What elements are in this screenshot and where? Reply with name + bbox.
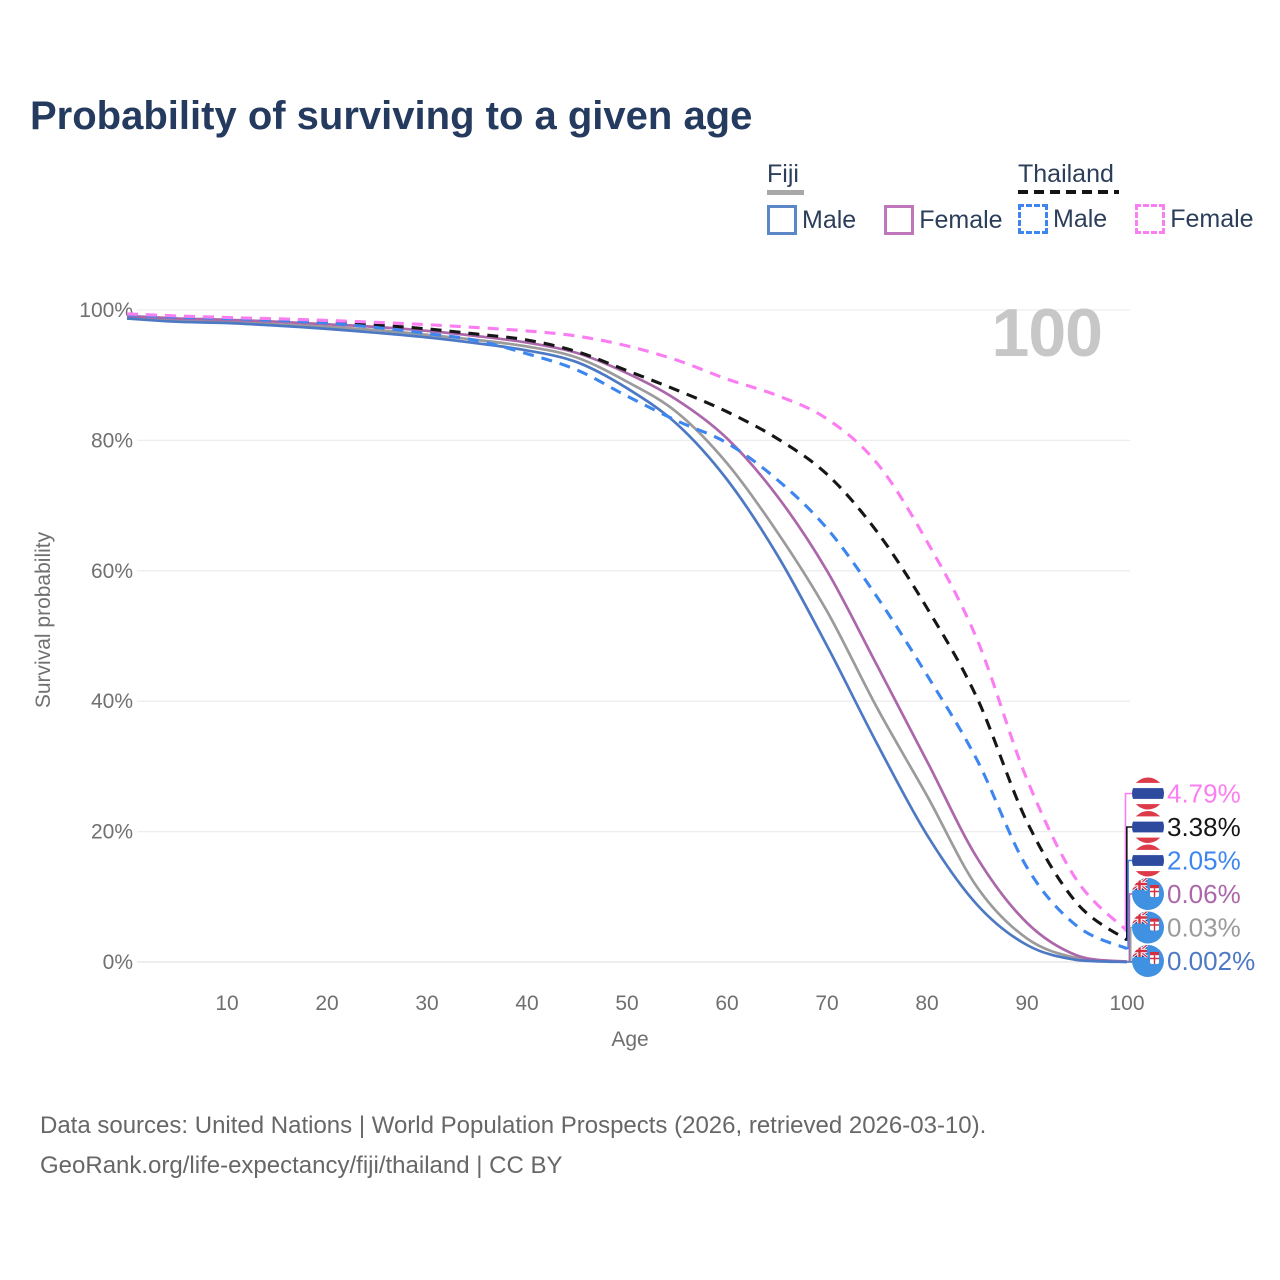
legend-thailand-row: Male Female bbox=[1018, 204, 1254, 234]
y-tick-label-20: 20% bbox=[91, 821, 133, 844]
x-tick-label-50: 50 bbox=[615, 992, 638, 1015]
age-counter-watermark: 100 bbox=[991, 295, 1103, 371]
curve-fiji-all bbox=[126, 315, 1128, 964]
legend-label-fiji-female[interactable]: Female bbox=[919, 205, 1003, 234]
flag-red-stripe-top bbox=[1132, 811, 1164, 817]
y-tick-label-0: 0% bbox=[103, 951, 133, 974]
flag-red-stripe-top bbox=[1132, 844, 1164, 850]
legend-thailand-underline-swatch bbox=[1018, 190, 1119, 194]
legend-swatch-thailand-female[interactable] bbox=[1135, 204, 1166, 234]
flag-shield-chief bbox=[1150, 918, 1159, 922]
legend-label-thailand-male[interactable]: Male bbox=[1053, 204, 1108, 233]
end-label-leader-fiji-male bbox=[1126, 961, 1133, 963]
x-tick-label-20: 20 bbox=[315, 992, 338, 1015]
curve-fiji-female bbox=[126, 314, 1128, 963]
curve-thailand-all bbox=[126, 312, 1128, 942]
flag-shield-cross bbox=[1150, 921, 1159, 931]
end-label-value-fiji-all: 0.03% bbox=[1167, 913, 1241, 943]
end-label-value-thailand-female: 4.79% bbox=[1167, 779, 1241, 809]
curve-fiji-male bbox=[126, 317, 1128, 964]
x-axis-title: Age bbox=[611, 1028, 649, 1051]
flag-shield-chief bbox=[1150, 885, 1159, 889]
y-tick-label-60: 60% bbox=[91, 560, 133, 583]
flag-shield-chief bbox=[1150, 952, 1159, 956]
legend-swatch-fiji-female[interactable] bbox=[884, 205, 915, 235]
footer-data-sources: Data sources: United Nations | World Pop… bbox=[40, 1112, 987, 1139]
end-label-value-thailand-all: 3.38% bbox=[1167, 812, 1241, 842]
x-tick-label-10: 10 bbox=[215, 992, 238, 1015]
legend-fiji-title[interactable]: Fiji bbox=[767, 160, 799, 188]
flag-shield-cross bbox=[1150, 888, 1159, 897]
legend-group-thailand: Thailand Male Female bbox=[1018, 160, 1254, 234]
end-label-leader-thailand-male bbox=[1126, 859, 1132, 950]
legend-group-fiji: Fiji Male Female bbox=[767, 160, 1003, 235]
legend-fiji-row: Male Female bbox=[767, 205, 1003, 235]
end-label-value-thailand-male: 2.05% bbox=[1167, 846, 1241, 876]
thailand-flag-icon bbox=[1132, 811, 1164, 843]
x-tick-label-90: 90 bbox=[1015, 992, 1038, 1015]
y-tick-label-80: 80% bbox=[91, 429, 133, 452]
curve-thailand-female bbox=[126, 312, 1129, 932]
x-tick-label-30: 30 bbox=[415, 992, 438, 1015]
thailand-flag-icon bbox=[1132, 844, 1164, 877]
x-tick-label-80: 80 bbox=[915, 992, 938, 1015]
fiji-flag-icon bbox=[1132, 911, 1164, 944]
end-label-leader-thailand-all bbox=[1126, 826, 1132, 941]
flag-shield-cross bbox=[1150, 955, 1159, 964]
x-tick-label-40: 40 bbox=[515, 992, 538, 1015]
legend-swatch-thailand-male[interactable] bbox=[1018, 204, 1048, 234]
end-label-value-fiji-female: 0.06% bbox=[1167, 879, 1241, 909]
footer: Data sources: United Nations | World Pop… bbox=[40, 1106, 986, 1186]
legend-label-fiji-male[interactable]: Male bbox=[802, 205, 857, 234]
thailand-flag-icon bbox=[1132, 777, 1164, 810]
y-tick-label-100: 100% bbox=[79, 299, 133, 322]
end-label-value-fiji-male: 0.002% bbox=[1167, 946, 1255, 976]
y-tick-label-40: 40% bbox=[91, 690, 133, 713]
flag-red-stripe-bottom bbox=[1132, 804, 1164, 810]
y-axis-title: Survival probability bbox=[32, 531, 55, 709]
flag-blue-stripe bbox=[1132, 855, 1164, 866]
flag-blue-stripe bbox=[1132, 788, 1164, 799]
page-title: Probability of surviving to a given age bbox=[30, 94, 753, 138]
flag-red-stripe-bottom bbox=[1132, 871, 1164, 877]
footer-source-link[interactable]: GeoRank.org/life-expectancy/fiji/thailan… bbox=[40, 1152, 563, 1179]
flag-red-stripe-top bbox=[1132, 777, 1164, 783]
legend-label-thailand-female[interactable]: Female bbox=[1170, 204, 1254, 233]
fiji-flag-icon bbox=[1132, 945, 1164, 977]
x-tick-label-60: 60 bbox=[715, 992, 738, 1015]
end-label-leader-thailand-female bbox=[1124, 792, 1132, 932]
legend-fiji-underline-swatch bbox=[767, 190, 804, 195]
flag-red-stripe-bottom bbox=[1132, 837, 1164, 843]
flag-blue-stripe bbox=[1132, 821, 1164, 833]
curve-thailand-male bbox=[126, 313, 1128, 951]
legend-swatch-fiji-male[interactable] bbox=[767, 205, 797, 235]
x-tick-label-100: 100 bbox=[1109, 992, 1144, 1015]
fiji-flag-icon bbox=[1132, 878, 1164, 910]
legend-thailand-title[interactable]: Thailand bbox=[1018, 160, 1114, 188]
x-tick-label-70: 70 bbox=[815, 992, 838, 1015]
